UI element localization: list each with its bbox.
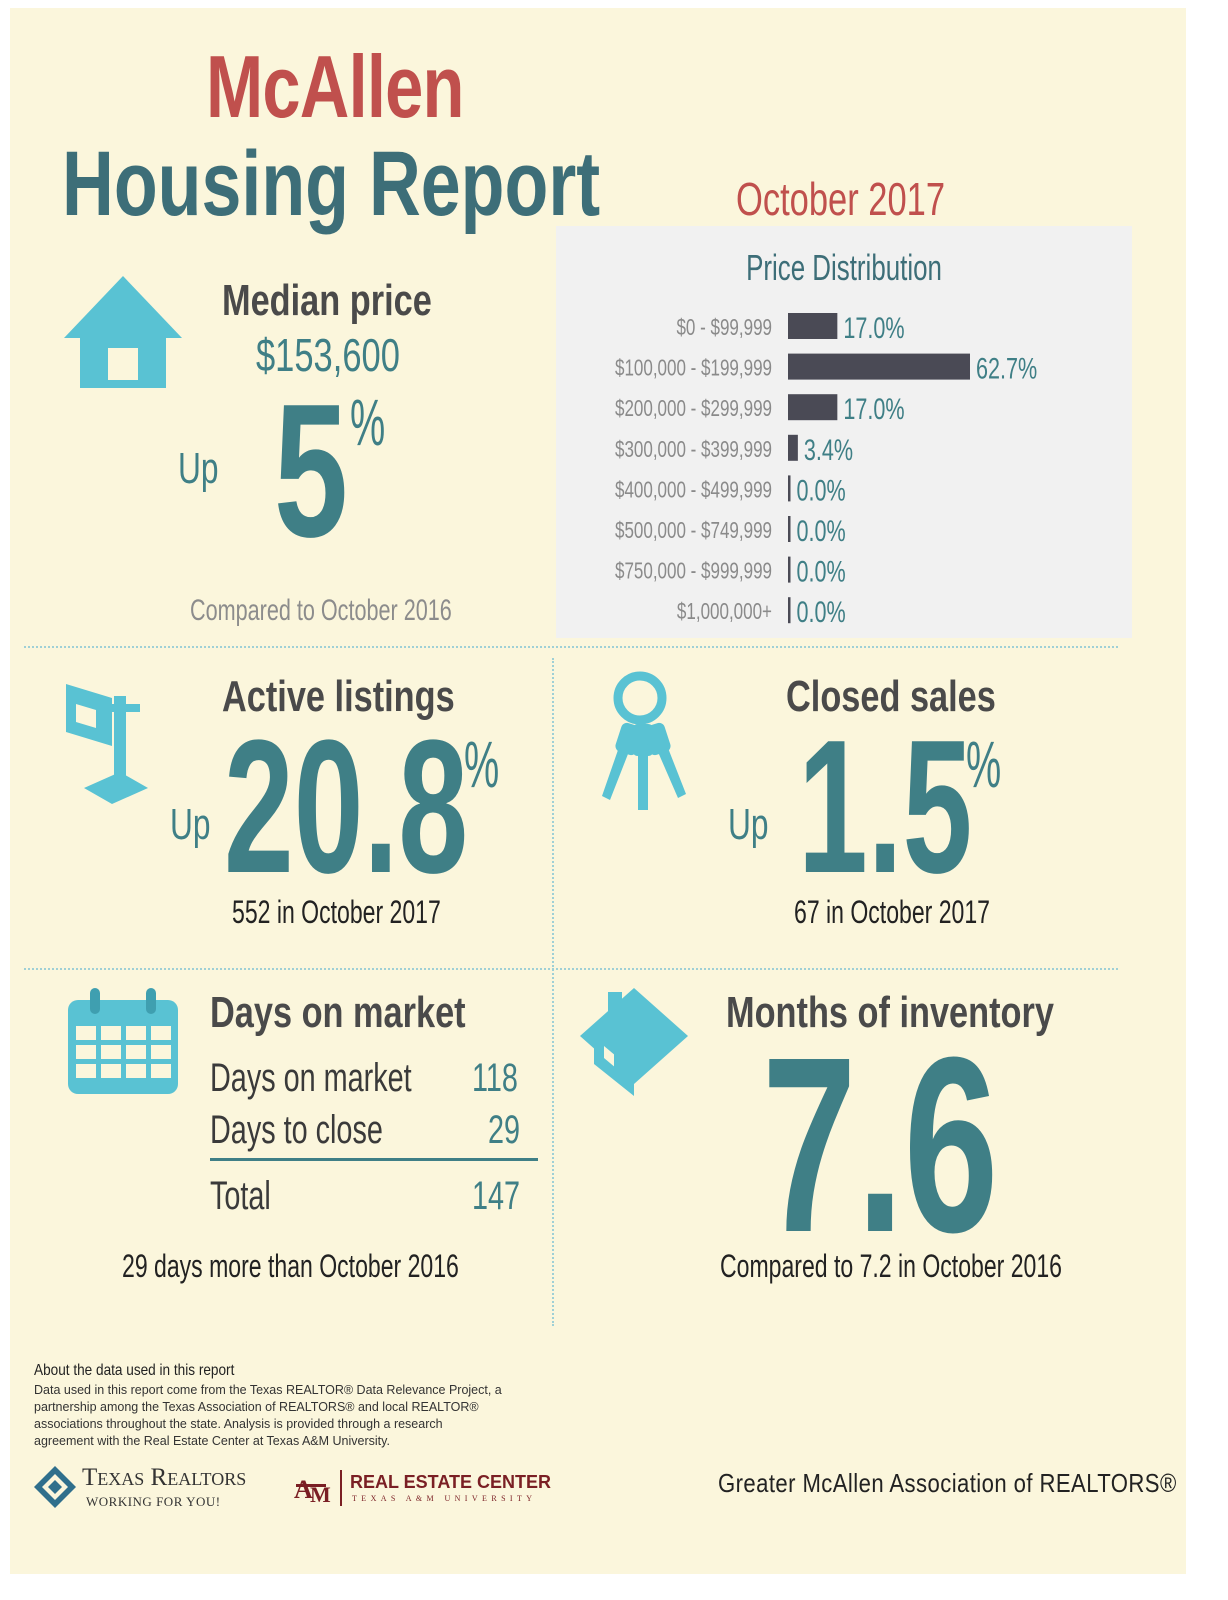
days-on-market-title: Days on market — [210, 988, 466, 1037]
report-poster: McAllen Housing Report October 2017 Medi… — [10, 8, 1186, 1574]
closed-change-unit: % — [966, 727, 1002, 801]
about-data-title: About the data used in this report — [34, 1362, 235, 1379]
texas-realtors-logo-icon — [34, 1466, 76, 1508]
real-estate-center-sub: TEXAS A&M UNIVERSITY — [352, 1494, 537, 1503]
closed-sales-label: Closed sales — [786, 672, 996, 721]
price-bar — [788, 597, 791, 624]
bar-value-label: 0.0% — [797, 513, 846, 547]
association-name: Greater McAllen Association of REALTORS® — [718, 1468, 1177, 1498]
days-total-label: Total — [210, 1174, 271, 1218]
days-row-value-0: 118 — [472, 1056, 518, 1100]
price-bar — [788, 556, 791, 583]
category-label: $400,000 - $499,999 — [615, 478, 772, 503]
real-estate-center-name: REAL ESTATE CENTER — [350, 1472, 552, 1492]
price-distribution-chart: Price Distribution $0 - $99,999 17.0% $100,… — [615, 248, 1037, 629]
bar-value-label: 17.0% — [843, 392, 904, 426]
days-row-value-1: 29 — [488, 1108, 521, 1152]
days-row-label-0: Days on market — [210, 1056, 412, 1100]
price-bar — [788, 516, 791, 542]
median-change: 5 — [274, 365, 348, 577]
svg-text:M: M — [310, 1482, 331, 1506]
days-note: 29 days more than October 2016 — [122, 1248, 459, 1284]
bar-value-label: 3.4% — [804, 432, 853, 466]
category-label: $1,000,000+ — [677, 600, 772, 625]
months-inventory-value: 7.6 — [762, 1005, 999, 1284]
price-bar — [788, 394, 838, 421]
active-listings-label: Active listings — [222, 672, 455, 721]
bar-value-label: 62.7% — [976, 351, 1037, 385]
days-row-label-1: Days to close — [210, 1108, 383, 1152]
median-direction: Up — [178, 444, 219, 493]
about-line: partnership among the Texas Association … — [34, 1400, 479, 1414]
active-change-unit: % — [464, 727, 500, 801]
median-change-unit: % — [350, 385, 386, 459]
price-bar — [788, 353, 970, 380]
active-direction: Up — [170, 800, 211, 849]
bar-value-label: 0.0% — [797, 554, 846, 588]
days-total-rule — [210, 1158, 538, 1161]
house-inventory-icon — [580, 988, 688, 1096]
category-label: $750,000 - $999,999 — [615, 559, 772, 584]
texas-realtors-name: Texas Realtors — [82, 1464, 247, 1491]
months-inventory-title: Months of inventory — [726, 988, 1054, 1037]
closed-note: 67 in October 2017 — [794, 894, 990, 930]
city-title: McAllen — [206, 37, 464, 136]
about-line: agreement with the Real Estate Center at… — [34, 1434, 390, 1448]
category-label: $300,000 - $399,999 — [615, 437, 772, 462]
median-price-label: Median price — [222, 276, 432, 325]
price-distribution-panel: Price Distribution $0 - $99,999 17.0% $100,… — [556, 226, 1132, 638]
bar-value-label: 17.0% — [843, 310, 904, 344]
about-data-text: Data used in this report come from the T… — [34, 1382, 554, 1450]
median-price-value: $153,600 — [256, 329, 400, 381]
months-inventory-note: Compared to 7.2 in October 2016 — [720, 1248, 1062, 1284]
bar-value-label: 0.0% — [797, 595, 846, 629]
calendar-icon — [68, 988, 178, 1094]
days-total-value: 147 — [472, 1174, 521, 1218]
about-line: associations throughout the state. Analy… — [34, 1417, 443, 1431]
for-sale-sign-icon — [66, 684, 148, 804]
keys-icon — [602, 671, 686, 810]
closed-direction: Up — [728, 800, 769, 849]
about-line: Data used in this report come from the T… — [34, 1383, 502, 1397]
chart-title: Price Distribution — [746, 248, 942, 288]
price-bar — [788, 313, 838, 339]
report-title: Housing Report — [62, 133, 601, 235]
price-bar — [788, 475, 791, 502]
report-period: October 2017 — [736, 173, 946, 225]
price-bar — [788, 434, 798, 461]
house-icon — [64, 276, 182, 388]
median-compare: Compared to October 2016 — [190, 594, 452, 627]
divider-middle — [24, 968, 1118, 970]
closed-change: 1.5 — [798, 701, 973, 913]
active-note: 552 in October 2017 — [232, 894, 441, 930]
category-label: $0 - $99,999 — [676, 316, 772, 341]
texas-realtors-tagline: WORKING FOR YOU! — [86, 1494, 221, 1509]
divider-vertical — [552, 658, 554, 1326]
svg-text:A: A — [294, 1475, 313, 1504]
texas-am-logo-icon: A M — [294, 1475, 331, 1506]
category-label: $100,000 - $199,999 — [615, 356, 772, 381]
category-label: $500,000 - $749,999 — [615, 519, 772, 544]
bar-value-label: 0.0% — [797, 473, 846, 507]
rec-divider — [340, 1470, 342, 1506]
divider-top — [24, 646, 1118, 648]
active-change: 20.8 — [224, 701, 469, 913]
category-label: $200,000 - $299,999 — [615, 397, 772, 422]
